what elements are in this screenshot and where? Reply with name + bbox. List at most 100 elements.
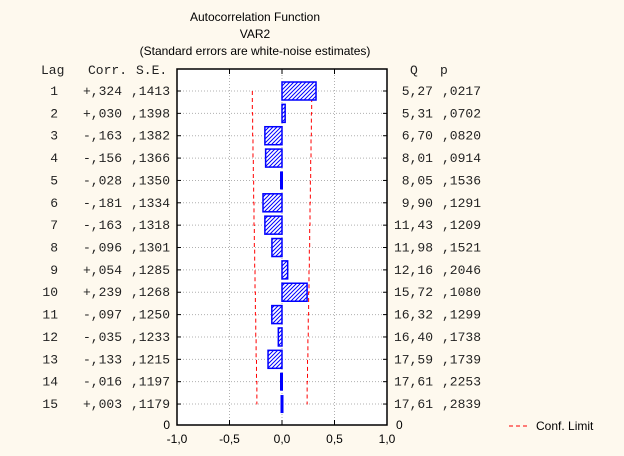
lag-label: 6 [50, 196, 58, 211]
p-value: ,1738 [442, 330, 481, 345]
x-tick-label: 1,0 [379, 432, 396, 446]
se-value: ,1398 [131, 106, 170, 121]
acf-bar [264, 125, 283, 146]
q-value: 17,61 [394, 375, 433, 390]
lag-label: 10 [42, 285, 58, 300]
p-value: ,1521 [442, 241, 481, 256]
se-value: ,1350 [131, 173, 170, 188]
lag-label: 11 [42, 308, 58, 323]
acf-bar [277, 327, 283, 347]
corr-value: -,163 [83, 129, 122, 144]
corr-value: +,030 [83, 106, 122, 121]
p-value: ,1536 [442, 173, 481, 188]
lag-zero-label-left: 0 [163, 418, 170, 432]
corr-value: +,003 [83, 397, 122, 412]
se-value: ,1413 [131, 84, 170, 99]
q-value: 9,90 [402, 196, 433, 211]
p-value: ,1209 [442, 218, 481, 233]
p-value: ,0217 [442, 84, 481, 99]
chart-title: Autocorrelation Function [190, 10, 320, 24]
header-q: Q [410, 63, 418, 78]
q-value: 8,01 [402, 151, 433, 166]
p-value: ,0820 [442, 129, 481, 144]
corr-value: +,239 [83, 285, 122, 300]
x-tick-label: 0,0 [274, 432, 291, 446]
q-value: 8,05 [402, 173, 433, 188]
q-value: 5,27 [402, 84, 433, 99]
corr-value: -,133 [83, 352, 122, 367]
acf-bar [271, 304, 283, 325]
corr-value: -,035 [83, 330, 122, 345]
se-value: ,1318 [131, 218, 170, 233]
se-value: ,1250 [131, 308, 170, 323]
lag-label: 3 [50, 129, 58, 144]
corr-value: -,163 [83, 218, 122, 233]
lag-label: 7 [50, 218, 58, 233]
acf-bar [271, 237, 283, 258]
x-tick-label: -0,5 [219, 432, 240, 446]
lag-label: 13 [42, 352, 58, 367]
acf-bar [280, 372, 283, 391]
q-value: 12,16 [394, 263, 433, 278]
header-corr: Corr. [88, 63, 127, 78]
p-value: ,1080 [442, 285, 481, 300]
corr-value: -,181 [83, 196, 122, 211]
q-value: 11,98 [394, 241, 433, 256]
p-value: ,1291 [442, 196, 481, 211]
header-se: S.E. [136, 63, 167, 78]
q-value: 6,70 [402, 129, 433, 144]
lag-label: 15 [42, 397, 58, 412]
x-tick-label: -1,0 [167, 432, 188, 446]
q-value: 17,59 [394, 352, 433, 367]
p-value: ,0914 [442, 151, 481, 166]
se-value: ,1197 [131, 375, 170, 390]
lag-label: 2 [50, 106, 58, 121]
se-value: ,1382 [131, 129, 170, 144]
se-value: ,1179 [131, 397, 170, 412]
corr-value: -,097 [83, 308, 122, 323]
q-value: 11,43 [394, 218, 433, 233]
corr-value: -,016 [83, 375, 122, 390]
p-value: ,0702 [442, 106, 481, 121]
acf-bar [281, 282, 308, 302]
acf-bar [267, 349, 283, 370]
acf-bar [281, 260, 289, 280]
lag-label: 9 [50, 263, 58, 278]
corr-value: -,156 [83, 151, 122, 166]
q-value: 16,40 [394, 330, 433, 345]
se-value: ,1334 [131, 196, 170, 211]
se-value: ,1366 [131, 151, 170, 166]
corr-value: +,054 [83, 263, 122, 278]
se-value: ,1285 [131, 263, 170, 278]
lag-label: 14 [42, 375, 58, 390]
q-value: 17,61 [394, 397, 433, 412]
corr-value: -,028 [83, 173, 122, 188]
acf-bar [264, 215, 283, 235]
p-value: ,1739 [442, 352, 481, 367]
p-value: ,1299 [442, 308, 481, 323]
p-value: ,2839 [442, 397, 481, 412]
q-value: 16,32 [394, 308, 433, 323]
lag-label: 12 [42, 330, 58, 345]
lag-label: 4 [50, 151, 58, 166]
acf-bar [280, 395, 284, 414]
acf-bar [280, 171, 283, 190]
acf-bar [281, 103, 286, 124]
corr-value: +,324 [83, 84, 122, 99]
legend: Conf. Limit [509, 419, 594, 433]
acf-bar [262, 193, 283, 213]
legend-conf-limit-label: Conf. Limit [536, 419, 594, 433]
lag-label: 5 [50, 173, 58, 188]
x-tick-label: 0,5 [326, 432, 343, 446]
q-value: 5,31 [402, 106, 433, 121]
q-value: 15,72 [394, 285, 433, 300]
header-lag: Lag [41, 63, 64, 78]
se-value: ,1215 [131, 352, 170, 367]
chart-subtitle: VAR2 [240, 27, 271, 41]
header-p: p [440, 63, 448, 78]
se-value: ,1233 [131, 330, 170, 345]
se-value: ,1301 [131, 241, 170, 256]
lag-label: 1 [50, 84, 58, 99]
se-value: ,1268 [131, 285, 170, 300]
